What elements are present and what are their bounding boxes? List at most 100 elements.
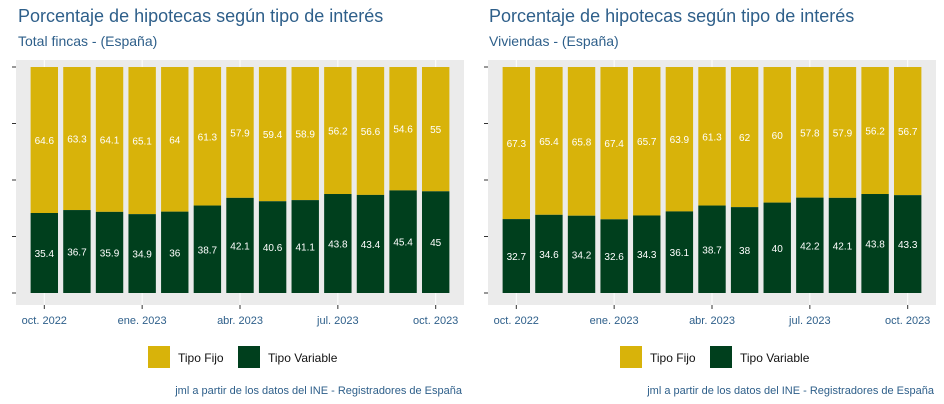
bar-variable [258, 201, 287, 293]
data-label-variable: 45 [430, 238, 442, 249]
data-label-fijo: 62 [739, 133, 751, 144]
data-label-fijo: 57.9 [833, 128, 853, 139]
data-label-fijo: 65.4 [539, 137, 559, 148]
data-label-variable: 42.1 [230, 241, 250, 252]
data-label-variable: 43.8 [865, 240, 885, 251]
bar-fijo [356, 67, 385, 195]
data-label-variable: 36.1 [670, 248, 690, 259]
bar-fijo [893, 67, 922, 196]
bar-variable [763, 202, 791, 293]
chart-title: Porcentaje de hipotecas según tipo de in… [489, 6, 855, 26]
data-label-fijo: 65.8 [572, 137, 592, 148]
bar-fijo [258, 67, 287, 202]
x-tick-label: oct. 2023 [413, 315, 458, 327]
bar-variable [828, 197, 857, 293]
bar-variable [567, 215, 596, 293]
bar-variable [193, 205, 222, 293]
bar-variable [633, 215, 661, 293]
bar-fijo [421, 67, 450, 192]
legend-swatch-variable [710, 346, 732, 368]
legend-label-fijo: Tipo Fijo [650, 351, 696, 365]
legend-swatch-fijo [148, 346, 170, 368]
data-label-fijo: 64 [169, 135, 181, 146]
chart-title: Porcentaje de hipotecas según tipo de in… [18, 6, 384, 26]
data-label-variable: 41.1 [295, 243, 315, 254]
legend-label-variable: Tipo Variable [268, 351, 338, 365]
bar-fijo [698, 67, 726, 206]
x-tick-label: oct. 2022 [494, 315, 539, 327]
bar-variable [698, 205, 726, 293]
data-label-fijo: 64.6 [35, 136, 55, 147]
x-tick-label: jul. 2023 [316, 315, 359, 327]
x-tick-label: abr. 2023 [217, 315, 263, 327]
data-label-fijo: 56.7 [898, 127, 918, 138]
bar-variable [291, 200, 319, 293]
data-label-fijo: 63.9 [670, 135, 690, 146]
bar-fijo [226, 67, 254, 198]
data-label-variable: 35.9 [100, 248, 120, 259]
data-label-fijo: 56.6 [361, 127, 381, 138]
chart-panel-viviendas: Porcentaje de hipotecas según tipo de in… [472, 0, 944, 404]
bar-variable [324, 194, 352, 293]
bar-fijo [535, 67, 563, 215]
bar-fijo [763, 67, 791, 203]
bar-fijo [324, 67, 352, 195]
x-tick-label: ene. 2023 [118, 315, 167, 327]
legend-swatch-fijo [620, 346, 642, 368]
data-label-variable: 40.6 [263, 243, 283, 254]
bar-fijo [30, 67, 59, 213]
bar-variable [796, 197, 824, 293]
data-label-variable: 38.7 [198, 245, 218, 256]
data-label-fijo: 64.1 [100, 135, 120, 146]
bar-variable [861, 194, 889, 293]
data-label-variable: 32.7 [507, 252, 527, 263]
bar-fijo [63, 67, 91, 211]
data-label-fijo: 57.9 [230, 128, 250, 139]
bar-fijo [730, 67, 759, 208]
bar-fijo [600, 67, 628, 220]
data-label-fijo: 60 [772, 131, 784, 142]
data-label-variable: 34.6 [539, 250, 559, 261]
bar-variable [730, 207, 759, 293]
bar-fijo [193, 67, 222, 206]
bar-variable [356, 194, 385, 293]
source-caption: jml a partir de los datos del INE - Regi… [175, 385, 462, 397]
bar-variable [128, 214, 156, 293]
data-label-variable: 40 [772, 244, 784, 255]
data-label-fijo: 67.3 [507, 139, 527, 150]
data-label-fijo: 67.4 [604, 139, 624, 150]
bar-variable [600, 219, 628, 293]
chart-subtitle: Viviendas - (España) [489, 33, 619, 49]
data-label-variable: 32.6 [604, 252, 624, 263]
data-label-variable: 43.3 [898, 240, 918, 251]
x-tick-label: ene. 2023 [590, 315, 639, 327]
data-label-fijo: 58.9 [295, 130, 315, 141]
bar-variable [389, 190, 417, 293]
bar-fijo [502, 67, 531, 220]
data-label-fijo: 56.2 [328, 127, 348, 138]
legend-label-fijo: Tipo Fijo [178, 351, 224, 365]
data-label-fijo: 61.3 [198, 132, 218, 143]
data-label-variable: 36 [169, 248, 181, 259]
data-label-fijo: 54.6 [393, 125, 413, 136]
data-label-variable: 34.9 [132, 250, 152, 261]
data-label-variable: 34.2 [572, 250, 592, 261]
data-label-fijo: 63.3 [67, 135, 87, 146]
data-label-variable: 43.8 [328, 240, 348, 251]
bar-variable [63, 210, 91, 293]
data-label-variable: 38.7 [702, 245, 722, 256]
bar-variable [421, 191, 450, 293]
chart-subtitle: Total fincas - (España) [18, 33, 158, 49]
chart-plot-total-fincas: 64.6 35.4 63.3 36.7 64.1 35.9 65.1 34.9 64 36 61.3… [12, 60, 464, 327]
chart-plot-viviendas: 67.3 32.7 65.4 34.6 65.8 34.2 67.4 32.6 65.7 34.3… [484, 60, 936, 327]
data-label-fijo: 55 [430, 125, 442, 136]
data-label-variable: 43.4 [361, 240, 381, 251]
data-label-variable: 34.3 [637, 250, 657, 261]
source-caption: jml a partir de los datos del INE - Regi… [647, 385, 934, 397]
bar-fijo [828, 67, 857, 198]
data-label-fijo: 56.2 [865, 127, 885, 138]
bar-variable [665, 211, 694, 293]
legend-swatch-variable [238, 346, 260, 368]
bar-variable [226, 197, 254, 293]
bar-variable [161, 211, 189, 293]
